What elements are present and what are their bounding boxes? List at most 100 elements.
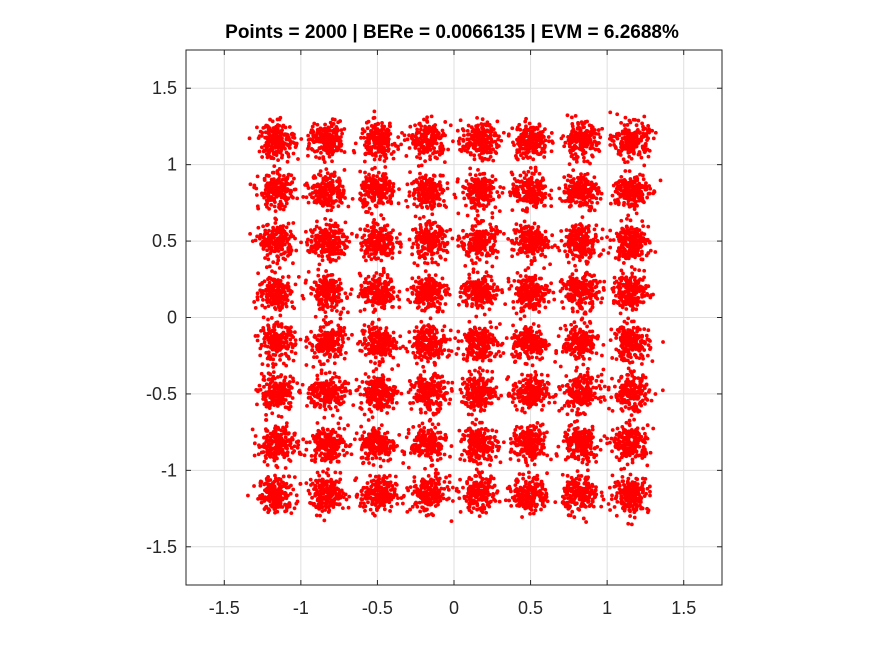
scatter-point <box>365 293 369 298</box>
scatter-point <box>376 445 381 450</box>
scatter-point <box>280 395 285 400</box>
scatter-point <box>315 127 320 132</box>
scatter-point <box>380 173 385 178</box>
scatter-point <box>339 128 344 133</box>
scatter-point <box>387 179 392 184</box>
scatter-point <box>371 332 376 337</box>
scatter-point <box>422 497 426 502</box>
scatter-point <box>328 226 332 231</box>
scatter-point <box>446 496 451 501</box>
scatter-point <box>369 225 374 230</box>
scatter-point <box>330 503 335 508</box>
scatter-point <box>315 289 319 293</box>
scatter-point <box>377 360 382 364</box>
scatter-point <box>267 275 272 280</box>
scatter-point <box>272 298 276 302</box>
scatter-point <box>300 293 305 298</box>
scatter-point <box>289 325 293 330</box>
scatter-point <box>306 270 311 274</box>
scatter-point <box>391 391 396 395</box>
scatter-point <box>263 143 267 148</box>
scatter-point <box>274 194 279 199</box>
scatter-point <box>318 131 323 136</box>
scatter-point <box>366 437 371 442</box>
scatter-point <box>266 487 271 492</box>
scatter-point <box>275 456 279 461</box>
scatter-point <box>418 509 423 514</box>
scatter-point <box>279 155 284 160</box>
scatter-point <box>309 238 314 243</box>
scatter-point <box>365 201 370 205</box>
scatter-point <box>337 379 342 384</box>
scatter-point <box>321 145 325 150</box>
scatter-point <box>254 186 259 191</box>
scatter-point <box>325 171 330 176</box>
scatter-point <box>383 479 387 484</box>
scatter-point <box>304 339 308 343</box>
scatter-point <box>362 255 366 259</box>
scatter-point <box>440 492 445 497</box>
scatter-point <box>324 247 328 252</box>
scatter-point <box>365 147 370 152</box>
scatter-point <box>272 485 277 490</box>
scatter-point <box>285 439 290 443</box>
scatter-point <box>310 434 315 438</box>
scatter-point <box>322 496 326 501</box>
scatter-point <box>323 457 328 462</box>
scatter-point <box>387 377 392 382</box>
scatter-point <box>299 240 303 245</box>
scatter-point <box>261 125 266 130</box>
scatter-point <box>343 444 348 449</box>
scatter-point <box>356 294 361 299</box>
scatter-point <box>434 467 438 472</box>
scatter-point <box>324 275 328 279</box>
scatter-point <box>272 288 276 293</box>
scatter-point <box>391 494 396 499</box>
scatter-point <box>331 456 336 461</box>
scatter-point <box>366 418 371 422</box>
scatter-point <box>288 391 293 395</box>
scatter-point <box>273 280 278 285</box>
scatter-point <box>319 484 324 489</box>
scatter-point <box>333 398 337 403</box>
scatter-point <box>371 229 376 233</box>
scatter-point <box>350 332 354 337</box>
scatter-point <box>267 264 272 269</box>
scatter-point <box>292 449 297 453</box>
scatter-point <box>364 175 368 180</box>
scatter-point <box>277 245 282 250</box>
scatter-point <box>272 389 277 394</box>
scatter-point <box>320 254 325 259</box>
scatter-point <box>259 290 264 295</box>
scatter-point <box>283 325 288 330</box>
scatter-point <box>300 382 305 387</box>
scatter-point <box>272 403 276 408</box>
scatter-point <box>330 285 335 290</box>
scatter-point <box>288 491 293 496</box>
scatter-point <box>288 374 293 379</box>
scatter-point <box>376 377 381 382</box>
scatter-point <box>276 387 281 391</box>
scatter-point <box>294 440 299 444</box>
scatter-point <box>323 371 328 376</box>
scatter-point <box>408 485 413 489</box>
scatter-point <box>283 204 287 209</box>
scatter-point <box>283 141 287 146</box>
scatter-point <box>368 395 373 399</box>
scatter-point <box>342 356 347 361</box>
scatter-point <box>303 183 307 187</box>
scatter-point <box>447 473 452 478</box>
scatter-point <box>325 176 330 181</box>
scatter-point <box>342 168 347 172</box>
scatter-point <box>247 136 252 141</box>
scatter-point <box>260 280 265 285</box>
scatter-point <box>310 234 314 239</box>
scatter-point <box>316 382 321 386</box>
scatter-point <box>293 338 298 343</box>
scatter-point <box>375 174 379 179</box>
scatter-point <box>267 150 271 155</box>
scatter-point <box>314 240 319 245</box>
scatter-point <box>314 155 318 159</box>
scatter-point <box>311 365 316 369</box>
scatter-point <box>434 486 439 491</box>
